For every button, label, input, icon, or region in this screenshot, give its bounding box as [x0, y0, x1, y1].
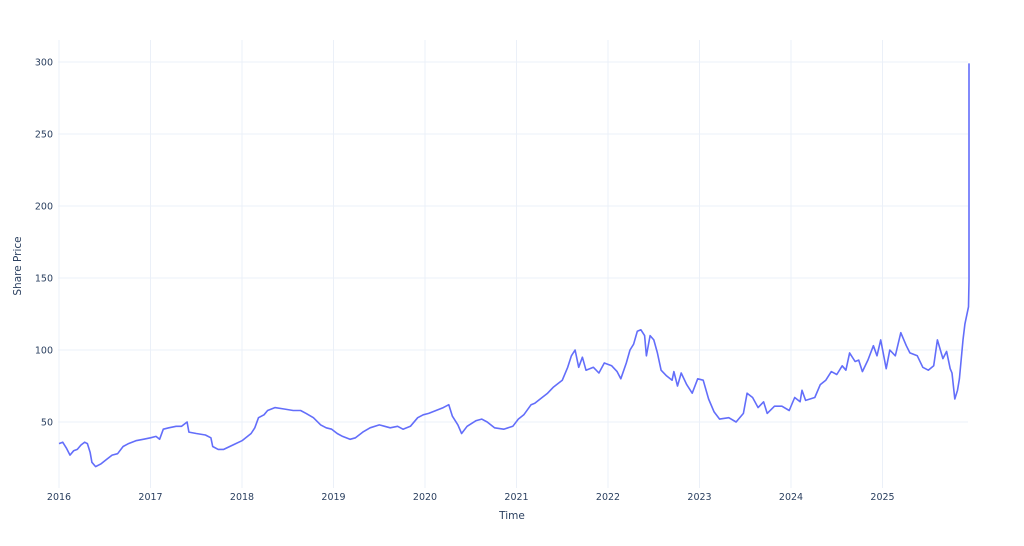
y-tick-label: 250 — [35, 130, 53, 141]
x-tick-label: 2023 — [687, 492, 711, 503]
x-axis-ticks: 2016 2017 2018 2019 2020 2021 2022 2023 2024 2025 — [47, 492, 895, 503]
y-axis-title: Share Price — [12, 236, 24, 295]
y-tick-label: 150 — [35, 274, 53, 285]
y-tick-label: 100 — [35, 346, 53, 357]
gridlines — [58, 40, 968, 488]
x-tick-label: 2022 — [596, 492, 620, 503]
x-tick-label: 2024 — [779, 492, 803, 503]
x-tick-label: 2021 — [504, 492, 528, 503]
y-tick-label: 50 — [41, 418, 53, 429]
y-axis-ticks: 50 100 150 200 250 300 — [35, 58, 53, 429]
x-tick-label: 2016 — [47, 492, 71, 503]
x-tick-label: 2018 — [230, 492, 254, 503]
x-tick-label: 2025 — [870, 492, 894, 503]
y-tick-label: 200 — [35, 202, 53, 213]
x-tick-label: 2020 — [413, 492, 437, 503]
x-tick-label: 2019 — [321, 492, 345, 503]
plot-background — [58, 40, 968, 488]
y-tick-label: 300 — [35, 58, 53, 69]
x-tick-label: 2017 — [138, 492, 162, 503]
x-axis-title: Time — [498, 510, 525, 522]
share-price-line — [58, 63, 970, 468]
